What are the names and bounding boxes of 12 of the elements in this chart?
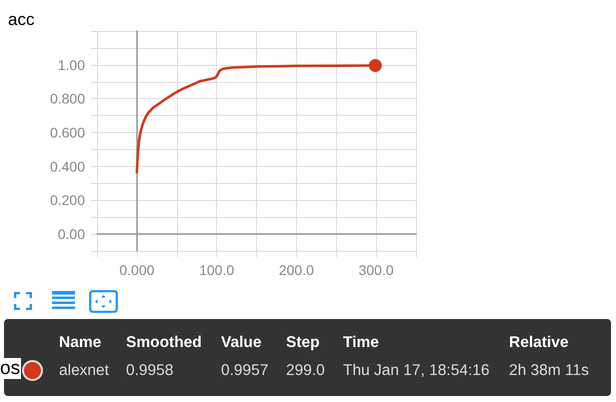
y-tick-label: 0.800 [50, 90, 86, 107]
x-tick-label: 200.0 [278, 262, 314, 278]
y-tick-label: 0.600 [50, 124, 86, 141]
y-tick-label: 1.00 [58, 56, 86, 73]
x-tick-label: 100.0 [199, 262, 234, 278]
y-tick-label: 0.00 [58, 226, 86, 242]
x-tick-label: 0.000 [119, 262, 155, 278]
text: os [0, 358, 22, 379]
y-tick-label: 0.400 [50, 158, 86, 174]
chart-title: acc [8, 10, 35, 29]
y-tick-label: 0.200 [50, 192, 86, 208]
x-tick-label: 300.0 [358, 262, 394, 278]
